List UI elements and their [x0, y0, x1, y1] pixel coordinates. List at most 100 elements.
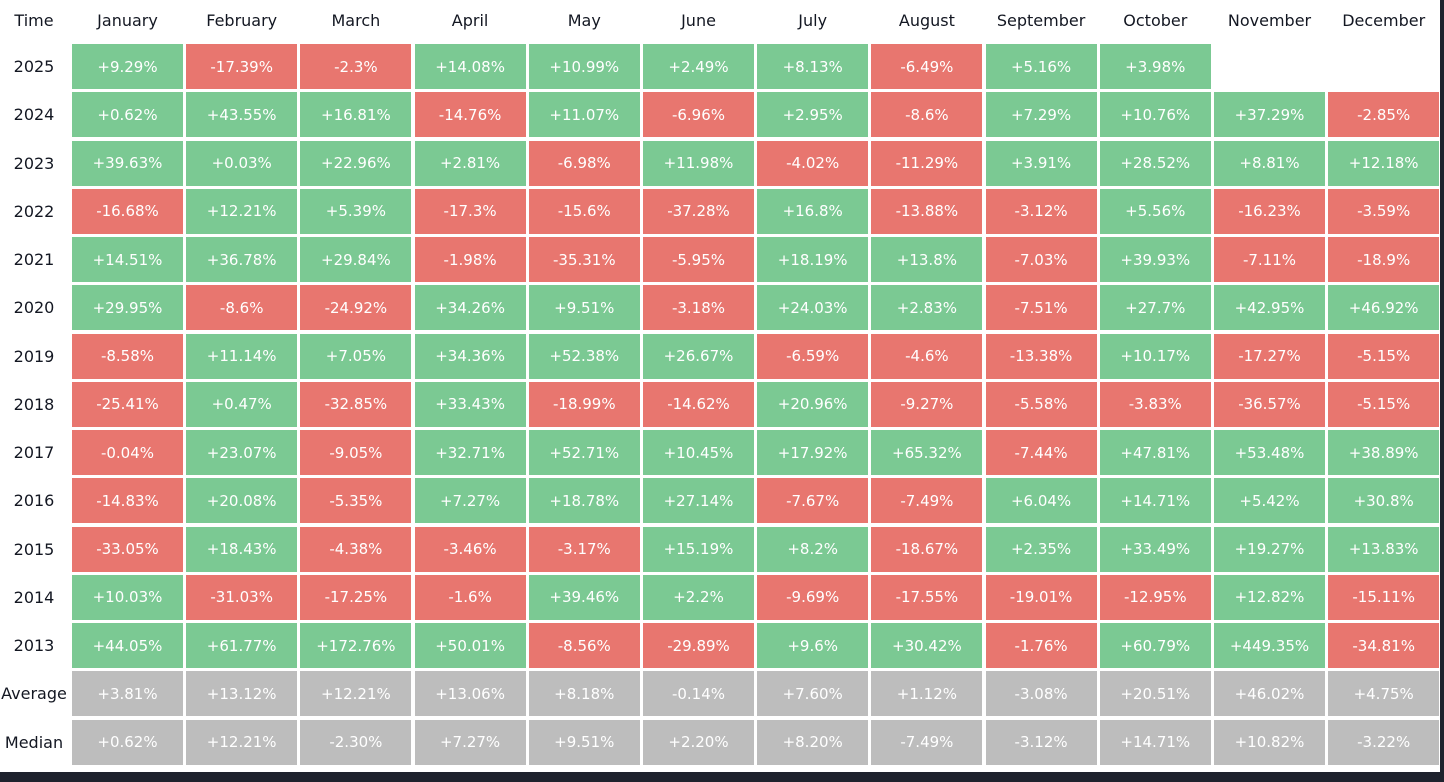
return-cell: -8.6% — [871, 92, 983, 138]
return-cell: +8.20% — [757, 719, 869, 765]
return-cell: -14.76% — [414, 92, 526, 138]
return-cell: -2.30% — [300, 719, 412, 765]
return-cell: -3.18% — [643, 285, 754, 331]
return-cell: +52.71% — [528, 430, 640, 475]
return-cell: -5.35% — [300, 478, 412, 524]
return-cell: +8.13% — [757, 44, 869, 89]
return-cell: -19.01% — [985, 574, 1097, 620]
return-cell: +27.14% — [643, 478, 754, 524]
return-cell: +47.81% — [1099, 430, 1211, 475]
return-cell: -13.88% — [871, 188, 983, 234]
return-cell: -3.12% — [985, 188, 1097, 234]
return-cell: +60.79% — [1099, 623, 1211, 668]
return-cell: +10.17% — [1099, 333, 1211, 379]
return-cell: -7.03% — [985, 237, 1097, 282]
return-cell: -3.08% — [985, 671, 1097, 717]
return-cell: +52.38% — [528, 333, 640, 379]
return-cell: -9.27% — [871, 381, 983, 427]
return-cell: +3.91% — [985, 140, 1097, 186]
return-cell: +10.76% — [1099, 92, 1211, 138]
return-cell: +53.48% — [1214, 430, 1325, 475]
return-cell: -11.29% — [871, 140, 983, 186]
return-cell: -34.81% — [1328, 623, 1440, 668]
return-cell: -17.25% — [300, 574, 412, 620]
return-cell: +5.56% — [1099, 188, 1211, 234]
return-cell: -17.55% — [871, 574, 983, 620]
return-cell: -8.56% — [528, 623, 640, 668]
return-cell: +12.21% — [186, 719, 298, 765]
return-cell: -32.85% — [300, 381, 412, 427]
column-header: January — [97, 10, 158, 30]
return-cell: +10.03% — [72, 574, 183, 620]
return-cell: -18.9% — [1328, 237, 1440, 282]
return-cell: +9.51% — [528, 285, 640, 331]
return-cell: +14.71% — [1099, 719, 1211, 765]
return-cell: +20.08% — [186, 478, 298, 524]
row-label: Median — [4, 732, 64, 752]
return-cell: +14.71% — [1099, 478, 1211, 524]
return-cell: -31.03% — [186, 574, 298, 620]
return-cell: -7.49% — [871, 478, 983, 524]
return-cell: +28.52% — [1099, 140, 1211, 186]
return-cell: -9.05% — [300, 430, 412, 475]
return-cell: -2.3% — [300, 44, 412, 89]
return-cell: +17.92% — [757, 430, 869, 475]
return-cell: -7.67% — [757, 478, 869, 524]
return-cell: +7.27% — [414, 719, 526, 765]
return-cell: +0.03% — [186, 140, 298, 186]
row-label: Average — [1, 684, 67, 704]
return-cell: +10.82% — [1214, 719, 1325, 765]
return-cell: +5.39% — [300, 188, 412, 234]
return-cell: -0.04% — [72, 430, 183, 475]
return-cell: +18.78% — [528, 478, 640, 524]
return-cell: -5.58% — [985, 381, 1097, 427]
return-cell: -12.95% — [1099, 574, 1211, 620]
return-cell: +12.18% — [1328, 140, 1440, 186]
row-label: 2019 — [13, 346, 55, 366]
return-cell: +36.78% — [186, 237, 298, 282]
return-cell: +38.89% — [1328, 430, 1440, 475]
return-cell: +12.21% — [300, 671, 412, 717]
return-cell: +65.32% — [871, 430, 983, 475]
return-cell: -3.12% — [985, 719, 1097, 765]
return-cell: -6.98% — [528, 140, 640, 186]
row-label: 2017 — [13, 443, 55, 462]
return-cell: +14.51% — [72, 237, 183, 282]
return-cell: -3.83% — [1099, 381, 1211, 427]
return-cell: +6.04% — [985, 478, 1097, 524]
return-cell: -7.49% — [871, 719, 983, 765]
return-cell: +15.19% — [643, 526, 754, 572]
return-cell: +34.26% — [414, 285, 526, 331]
column-header: February — [206, 10, 278, 30]
return-cell: -3.22% — [1328, 719, 1440, 765]
return-cell: +19.27% — [1214, 526, 1325, 572]
return-cell: -0.14% — [643, 671, 754, 717]
return-cell: -1.76% — [985, 623, 1097, 668]
return-cell: -8.58% — [72, 333, 183, 379]
return-cell: +37.29% — [1214, 92, 1325, 138]
row-label: 2020 — [13, 298, 55, 318]
column-header: March — [331, 10, 381, 30]
return-cell: +172.76% — [300, 623, 412, 668]
return-cell: -6.59% — [757, 333, 869, 379]
return-cell: +33.43% — [414, 381, 526, 427]
return-cell: +24.03% — [757, 285, 869, 331]
return-cell: -37.28% — [643, 188, 754, 234]
row-label: 2016 — [13, 491, 55, 511]
return-cell: -35.31% — [528, 237, 640, 282]
return-cell: +11.07% — [528, 92, 640, 138]
return-cell: +13.06% — [414, 671, 526, 717]
return-cell: +2.35% — [985, 526, 1097, 572]
return-cell: -5.15% — [1328, 333, 1440, 379]
return-cell: +1.12% — [871, 671, 983, 717]
return-cell: -15.6% — [528, 188, 640, 234]
return-cell: +39.93% — [1099, 237, 1211, 282]
return-cell: -3.17% — [528, 526, 640, 572]
return-cell: -16.68% — [72, 188, 183, 234]
return-cell: -4.38% — [300, 526, 412, 572]
return-cell: -33.05% — [72, 526, 183, 572]
row-label: 2021 — [13, 250, 55, 269]
return-cell: +10.45% — [643, 430, 754, 475]
column-header: Time — [14, 10, 54, 30]
return-cell: +11.14% — [186, 333, 298, 379]
